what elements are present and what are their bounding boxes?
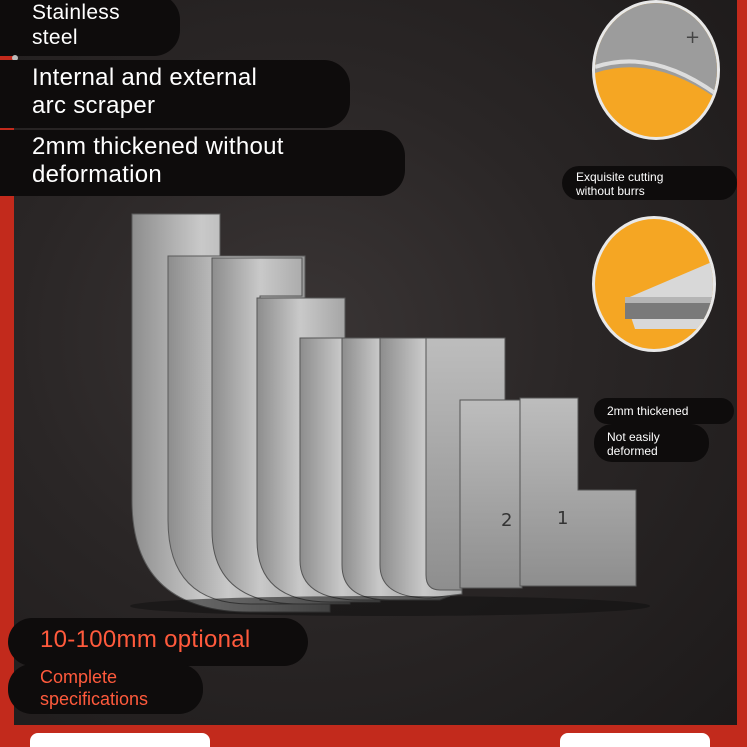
svg-text:+: + bbox=[685, 27, 700, 48]
optional-text: 10-100mm optional bbox=[40, 626, 251, 653]
deformed-line-1: Not easily bbox=[607, 430, 660, 444]
thickened-text: 2mm thickened bbox=[607, 404, 689, 418]
bottom-tab-left bbox=[30, 733, 210, 747]
cut-line-1: Exquisite cutting bbox=[576, 170, 664, 184]
label-optional-sizes: 10-100mm optional bbox=[8, 618, 308, 666]
label-stainless-steel: Stainless steel bbox=[0, 0, 180, 56]
label-thickened-small: 2mm thickened bbox=[594, 398, 734, 424]
label-2mm-thickened: 2mm thickened without deformation bbox=[0, 130, 405, 196]
detail-circle-thickness bbox=[592, 216, 716, 352]
bottom-tab-right bbox=[560, 733, 710, 747]
detail-circle-cutting: + bbox=[592, 0, 720, 140]
thick-line-2: deformation bbox=[32, 161, 163, 188]
spec-line-1: Complete bbox=[40, 667, 118, 687]
spec-line-2: specifications bbox=[40, 689, 149, 709]
red-frame-right bbox=[737, 0, 747, 747]
thickness-closeup bbox=[625, 261, 713, 329]
stainless-line-1: Stainless bbox=[32, 1, 120, 24]
cutting-edge-closeup: + bbox=[595, 3, 717, 99]
cut-line-2: without burrs bbox=[576, 184, 645, 198]
stainless-line-2: steel bbox=[32, 26, 78, 49]
blade-number-2: 2 bbox=[501, 510, 513, 531]
blade-number-1: 1 bbox=[557, 508, 569, 529]
label-arc-scraper: Internal and external arc scraper bbox=[0, 60, 350, 128]
arc-line-1: Internal and external bbox=[32, 64, 258, 91]
label-complete-specifications: Complete specifications bbox=[8, 664, 203, 714]
bullet-dot bbox=[12, 55, 18, 61]
label-exquisite-cutting: Exquisite cutting without burrs bbox=[562, 166, 737, 200]
label-not-easily-deformed: Not easily deformed bbox=[594, 424, 709, 462]
thick-line-1: 2mm thickened without bbox=[32, 133, 284, 160]
deformed-line-2: deformed bbox=[607, 444, 658, 458]
arc-line-2: arc scraper bbox=[32, 92, 156, 119]
